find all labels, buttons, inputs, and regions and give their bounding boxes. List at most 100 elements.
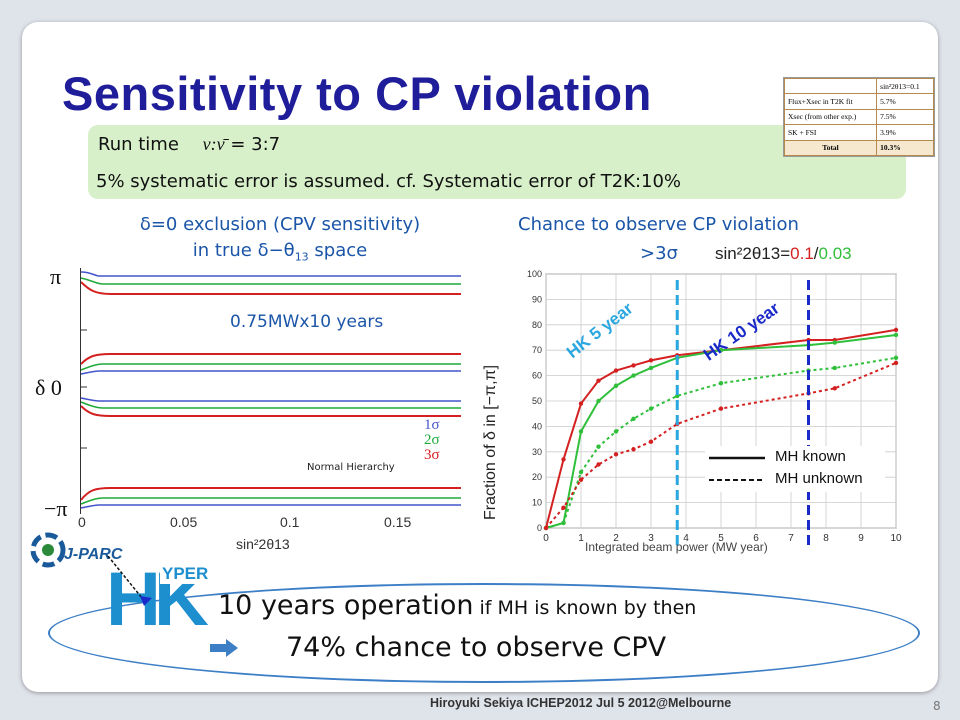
contour-1sigma-upper-mid: [80, 370, 461, 375]
systematic-note: 5% systematic error is assumed. cf. Syst…: [96, 171, 682, 192]
data-point: [631, 373, 636, 378]
hyperk-yper: YPER: [160, 564, 211, 584]
data-point: [561, 520, 566, 526]
data-point: [596, 444, 601, 449]
y-tick-zero: δ 0: [35, 375, 62, 400]
y-tick-label: 20: [532, 472, 542, 482]
right-x-label: Integrated beam power (MW year): [585, 540, 768, 554]
arrow-icon: [210, 639, 238, 657]
y-tick-label: 80: [532, 320, 542, 330]
data-point: [893, 327, 899, 333]
data-point: [578, 429, 584, 434]
data-point: [631, 363, 636, 368]
hyperk-h: H: [106, 557, 161, 642]
x-tick-label: 9: [858, 533, 864, 544]
legend-mh-known: MH known: [775, 448, 846, 465]
data-point: [832, 365, 837, 371]
y-tick-label: 90: [532, 294, 542, 304]
x-tick-label: 7: [788, 533, 794, 544]
y-tick-label: 0: [537, 523, 542, 533]
contour-3sigma-lower-mid: [80, 405, 461, 417]
y-tick-label: 70: [532, 345, 542, 355]
table-row-label: Xsec (from other exp.): [783, 108, 878, 126]
left-chart-title-2: in true δ−θ13 space: [130, 240, 430, 264]
contour-1sigma-lower-mid: [80, 397, 461, 402]
contour-2sigma-lower-mid: [80, 401, 461, 409]
data-point: [578, 401, 584, 406]
left-chart-title-1: δ=0 exclusion (CPV sensitivity): [139, 214, 421, 235]
conclusion-line-1: 10 years operation if MH is known by the…: [218, 590, 696, 621]
series-line-0: [545, 328, 897, 529]
data-point: [718, 348, 724, 353]
hyperk-logo: H K YPER: [106, 556, 216, 642]
data-point: [596, 398, 601, 404]
jparc-logo: J-PARC: [28, 530, 138, 578]
x-tick-label: 3: [648, 533, 654, 544]
data-point: [596, 462, 601, 467]
data-point: [648, 439, 654, 444]
series-line-2: [545, 356, 897, 529]
data-point: [543, 525, 549, 531]
data-point: [613, 383, 619, 388]
legend-1sigma: 1σ: [424, 417, 440, 433]
x-tick-label: 4: [683, 533, 689, 544]
systematics-table: sin²2θ13=0.1 Flux+Xsec in T2K fit 5.7% Xs…: [783, 77, 935, 157]
info-box: [88, 125, 906, 199]
x-tick-label: 6: [753, 533, 759, 544]
table-row-value: 5.7%: [876, 93, 934, 110]
jparc-text: J-PARC: [64, 546, 123, 563]
left-x-ticks: 0 0.05 0.1 0.15: [78, 514, 468, 532]
contour-3sigma-bottom: [80, 487, 461, 501]
left-title-sub: 13: [294, 250, 309, 264]
y-tick-pi: π: [50, 264, 62, 289]
y-tick-label: 30: [532, 447, 542, 457]
right-chart-title-2: >3σ: [640, 243, 678, 264]
left-legend: 1σ 2σ 3σ: [424, 418, 440, 463]
data-point: [893, 332, 899, 338]
theta-value-1: 0.1: [790, 244, 814, 263]
contour-2sigma-top: [80, 277, 461, 285]
data-point: [631, 447, 636, 452]
theta-values: sin²2θ13=0.1/0.03: [715, 244, 852, 264]
run-time-ratio-symbol: ν:ν̄: [202, 134, 225, 154]
data-point: [578, 469, 584, 475]
contour-1sigma-bottom: [80, 504, 461, 509]
theta-sep: /: [813, 244, 819, 263]
legend-3sigma: 3σ: [424, 447, 440, 463]
y-tick-label: 10: [532, 498, 542, 508]
table-row-value: 3.9%: [876, 124, 934, 141]
contour-3sigma-top: [80, 281, 461, 295]
left-x-label: sin²2θ13: [236, 536, 290, 552]
contour-1sigma-top: [80, 271, 461, 277]
data-point: [648, 365, 654, 371]
data-point: [596, 378, 601, 383]
x-tick: 0.1: [280, 514, 300, 530]
table-header: sin²2θ13=0.1: [876, 77, 934, 95]
data-point: [631, 416, 636, 421]
x-tick-label: 5: [718, 533, 724, 544]
data-point: [561, 505, 566, 510]
conclusion-line-2: 74% chance to observe CPV: [286, 632, 667, 663]
exposure-annotation: 0.75MWx10 years: [230, 312, 384, 332]
contour-plot: [80, 268, 461, 514]
theta-value-2: 0.03: [818, 244, 852, 263]
x-tick-label: 10: [890, 533, 902, 544]
y-tick-label: 40: [532, 421, 542, 431]
page-number: 8: [933, 699, 941, 713]
contour-3sigma-upper-mid: [80, 353, 461, 365]
contour-2sigma-upper-mid: [80, 363, 461, 371]
data-point: [832, 386, 837, 391]
jparc-mark-icon: [30, 532, 66, 568]
conclusion-small: if MH is known by then: [473, 597, 697, 619]
data-point: [893, 355, 899, 361]
data-point: [718, 381, 724, 386]
data-point: [648, 406, 654, 411]
x-tick-label: 8: [823, 533, 829, 544]
legend-2sigma: 2σ: [424, 432, 440, 448]
table-row-label: Flux+Xsec in T2K fit: [783, 93, 878, 110]
table-row-value: 7.5%: [876, 108, 934, 126]
right-y-label: Fraction of δ in [−π,π]: [482, 364, 499, 520]
data-point: [613, 429, 619, 434]
y-tick-label: 100: [527, 269, 542, 279]
